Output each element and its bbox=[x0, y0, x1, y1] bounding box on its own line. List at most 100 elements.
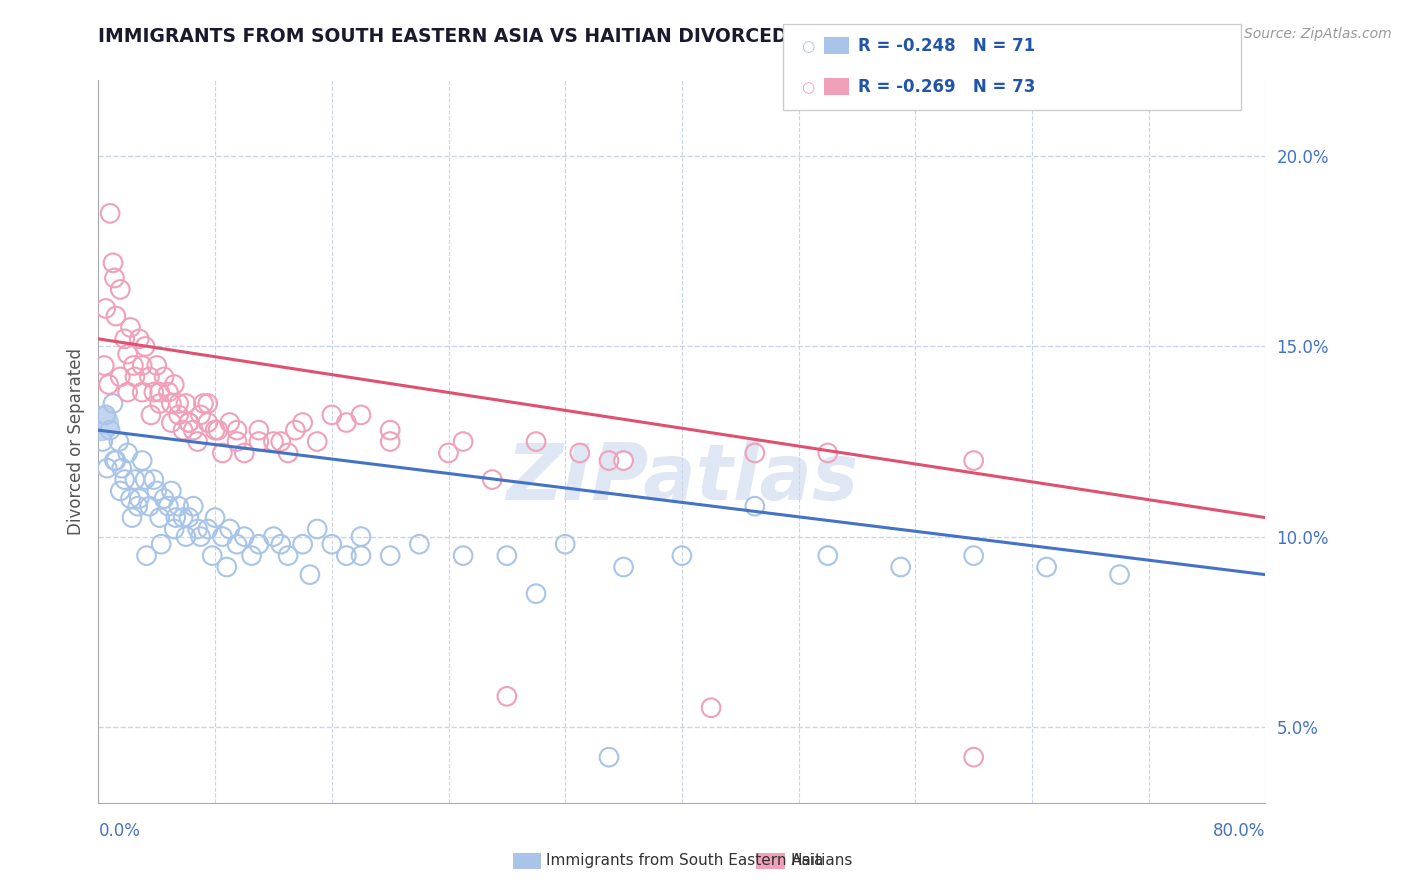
Point bbox=[890, 560, 912, 574]
Point bbox=[207, 423, 229, 437]
Point bbox=[962, 453, 984, 467]
Point bbox=[598, 453, 620, 467]
Point bbox=[153, 370, 176, 384]
Point bbox=[117, 347, 139, 361]
Text: ZIPatlas: ZIPatlas bbox=[506, 440, 858, 516]
Point bbox=[263, 434, 285, 449]
Point bbox=[226, 537, 249, 551]
Point bbox=[700, 700, 723, 714]
Point bbox=[671, 549, 693, 563]
Point bbox=[124, 370, 146, 384]
Point bbox=[181, 499, 204, 513]
Point bbox=[128, 332, 150, 346]
Point bbox=[138, 370, 160, 384]
Point bbox=[233, 530, 256, 544]
Point bbox=[218, 416, 240, 430]
Point bbox=[104, 309, 127, 323]
Text: Haitians: Haitians bbox=[790, 854, 852, 868]
Point bbox=[101, 396, 124, 410]
Point bbox=[139, 408, 162, 422]
Point bbox=[211, 530, 233, 544]
Point bbox=[554, 537, 576, 551]
Point bbox=[380, 434, 402, 449]
Point bbox=[233, 446, 256, 460]
Point bbox=[94, 408, 117, 422]
Point bbox=[163, 377, 186, 392]
Point bbox=[142, 473, 165, 487]
Point bbox=[613, 560, 636, 574]
Point bbox=[270, 537, 292, 551]
Point bbox=[124, 473, 146, 487]
Point bbox=[307, 522, 329, 536]
Point bbox=[226, 423, 249, 437]
Point bbox=[110, 370, 132, 384]
Point bbox=[134, 473, 156, 487]
Point bbox=[110, 483, 132, 498]
Point bbox=[172, 423, 194, 437]
Point bbox=[98, 423, 121, 437]
Point bbox=[172, 510, 194, 524]
Point bbox=[149, 396, 172, 410]
Point bbox=[142, 385, 165, 400]
Point bbox=[131, 453, 153, 467]
Point bbox=[962, 750, 984, 764]
Text: ○: ○ bbox=[801, 80, 814, 95]
Point bbox=[298, 567, 321, 582]
Point bbox=[174, 396, 197, 410]
Text: ○: ○ bbox=[801, 39, 814, 54]
Point bbox=[247, 434, 270, 449]
Text: 0.0%: 0.0% bbox=[98, 822, 141, 839]
Point bbox=[744, 499, 766, 513]
Point bbox=[190, 530, 212, 544]
Point bbox=[97, 377, 120, 392]
Point bbox=[101, 256, 124, 270]
Text: Immigrants from South Eastern Asia: Immigrants from South Eastern Asia bbox=[546, 854, 823, 868]
Text: IMMIGRANTS FROM SOUTH EASTERN ASIA VS HAITIAN DIVORCED OR SEPARATED CORRELATION : IMMIGRANTS FROM SOUTH EASTERN ASIA VS HA… bbox=[98, 27, 1184, 45]
Point bbox=[150, 537, 173, 551]
Point bbox=[240, 549, 263, 563]
Point bbox=[134, 339, 156, 353]
Point bbox=[160, 396, 183, 410]
Point bbox=[167, 499, 190, 513]
Point bbox=[94, 301, 117, 316]
Point bbox=[121, 510, 143, 524]
Point bbox=[153, 491, 176, 506]
Point bbox=[408, 537, 430, 551]
Point bbox=[122, 359, 145, 373]
Point bbox=[111, 461, 134, 475]
Point bbox=[187, 434, 209, 449]
Point bbox=[181, 423, 204, 437]
Point bbox=[263, 530, 285, 544]
Point bbox=[131, 385, 153, 400]
Point bbox=[120, 320, 142, 334]
Point bbox=[177, 510, 200, 524]
Point bbox=[108, 434, 131, 449]
Point bbox=[598, 750, 620, 764]
Point bbox=[90, 416, 112, 430]
Point bbox=[117, 446, 139, 460]
Point bbox=[284, 423, 307, 437]
Point bbox=[335, 549, 357, 563]
Text: R = -0.248   N = 71: R = -0.248 N = 71 bbox=[858, 37, 1035, 55]
Point bbox=[817, 549, 839, 563]
Point bbox=[167, 408, 190, 422]
Point bbox=[104, 453, 127, 467]
Point bbox=[524, 587, 547, 601]
Point bbox=[226, 434, 249, 449]
Point bbox=[211, 446, 233, 460]
Point bbox=[167, 396, 190, 410]
Point bbox=[568, 446, 591, 460]
Point bbox=[135, 549, 157, 563]
Point bbox=[177, 416, 200, 430]
Point bbox=[451, 434, 474, 449]
Point bbox=[146, 483, 169, 498]
Point bbox=[165, 510, 187, 524]
Point bbox=[277, 446, 299, 460]
Point bbox=[103, 453, 125, 467]
Point bbox=[350, 530, 373, 544]
Point bbox=[451, 549, 474, 563]
Point bbox=[177, 416, 200, 430]
Point bbox=[117, 385, 139, 400]
Text: R = -0.269   N = 73: R = -0.269 N = 73 bbox=[858, 78, 1035, 96]
Text: Source: ZipAtlas.com: Source: ZipAtlas.com bbox=[1244, 27, 1392, 41]
